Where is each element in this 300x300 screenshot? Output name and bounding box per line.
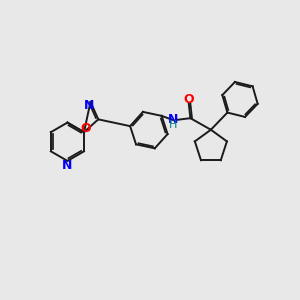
- Text: O: O: [183, 92, 194, 106]
- Text: N: N: [62, 159, 73, 172]
- Text: H: H: [169, 120, 178, 130]
- Text: O: O: [80, 122, 91, 135]
- Text: N: N: [168, 113, 179, 126]
- Text: N: N: [84, 99, 94, 112]
